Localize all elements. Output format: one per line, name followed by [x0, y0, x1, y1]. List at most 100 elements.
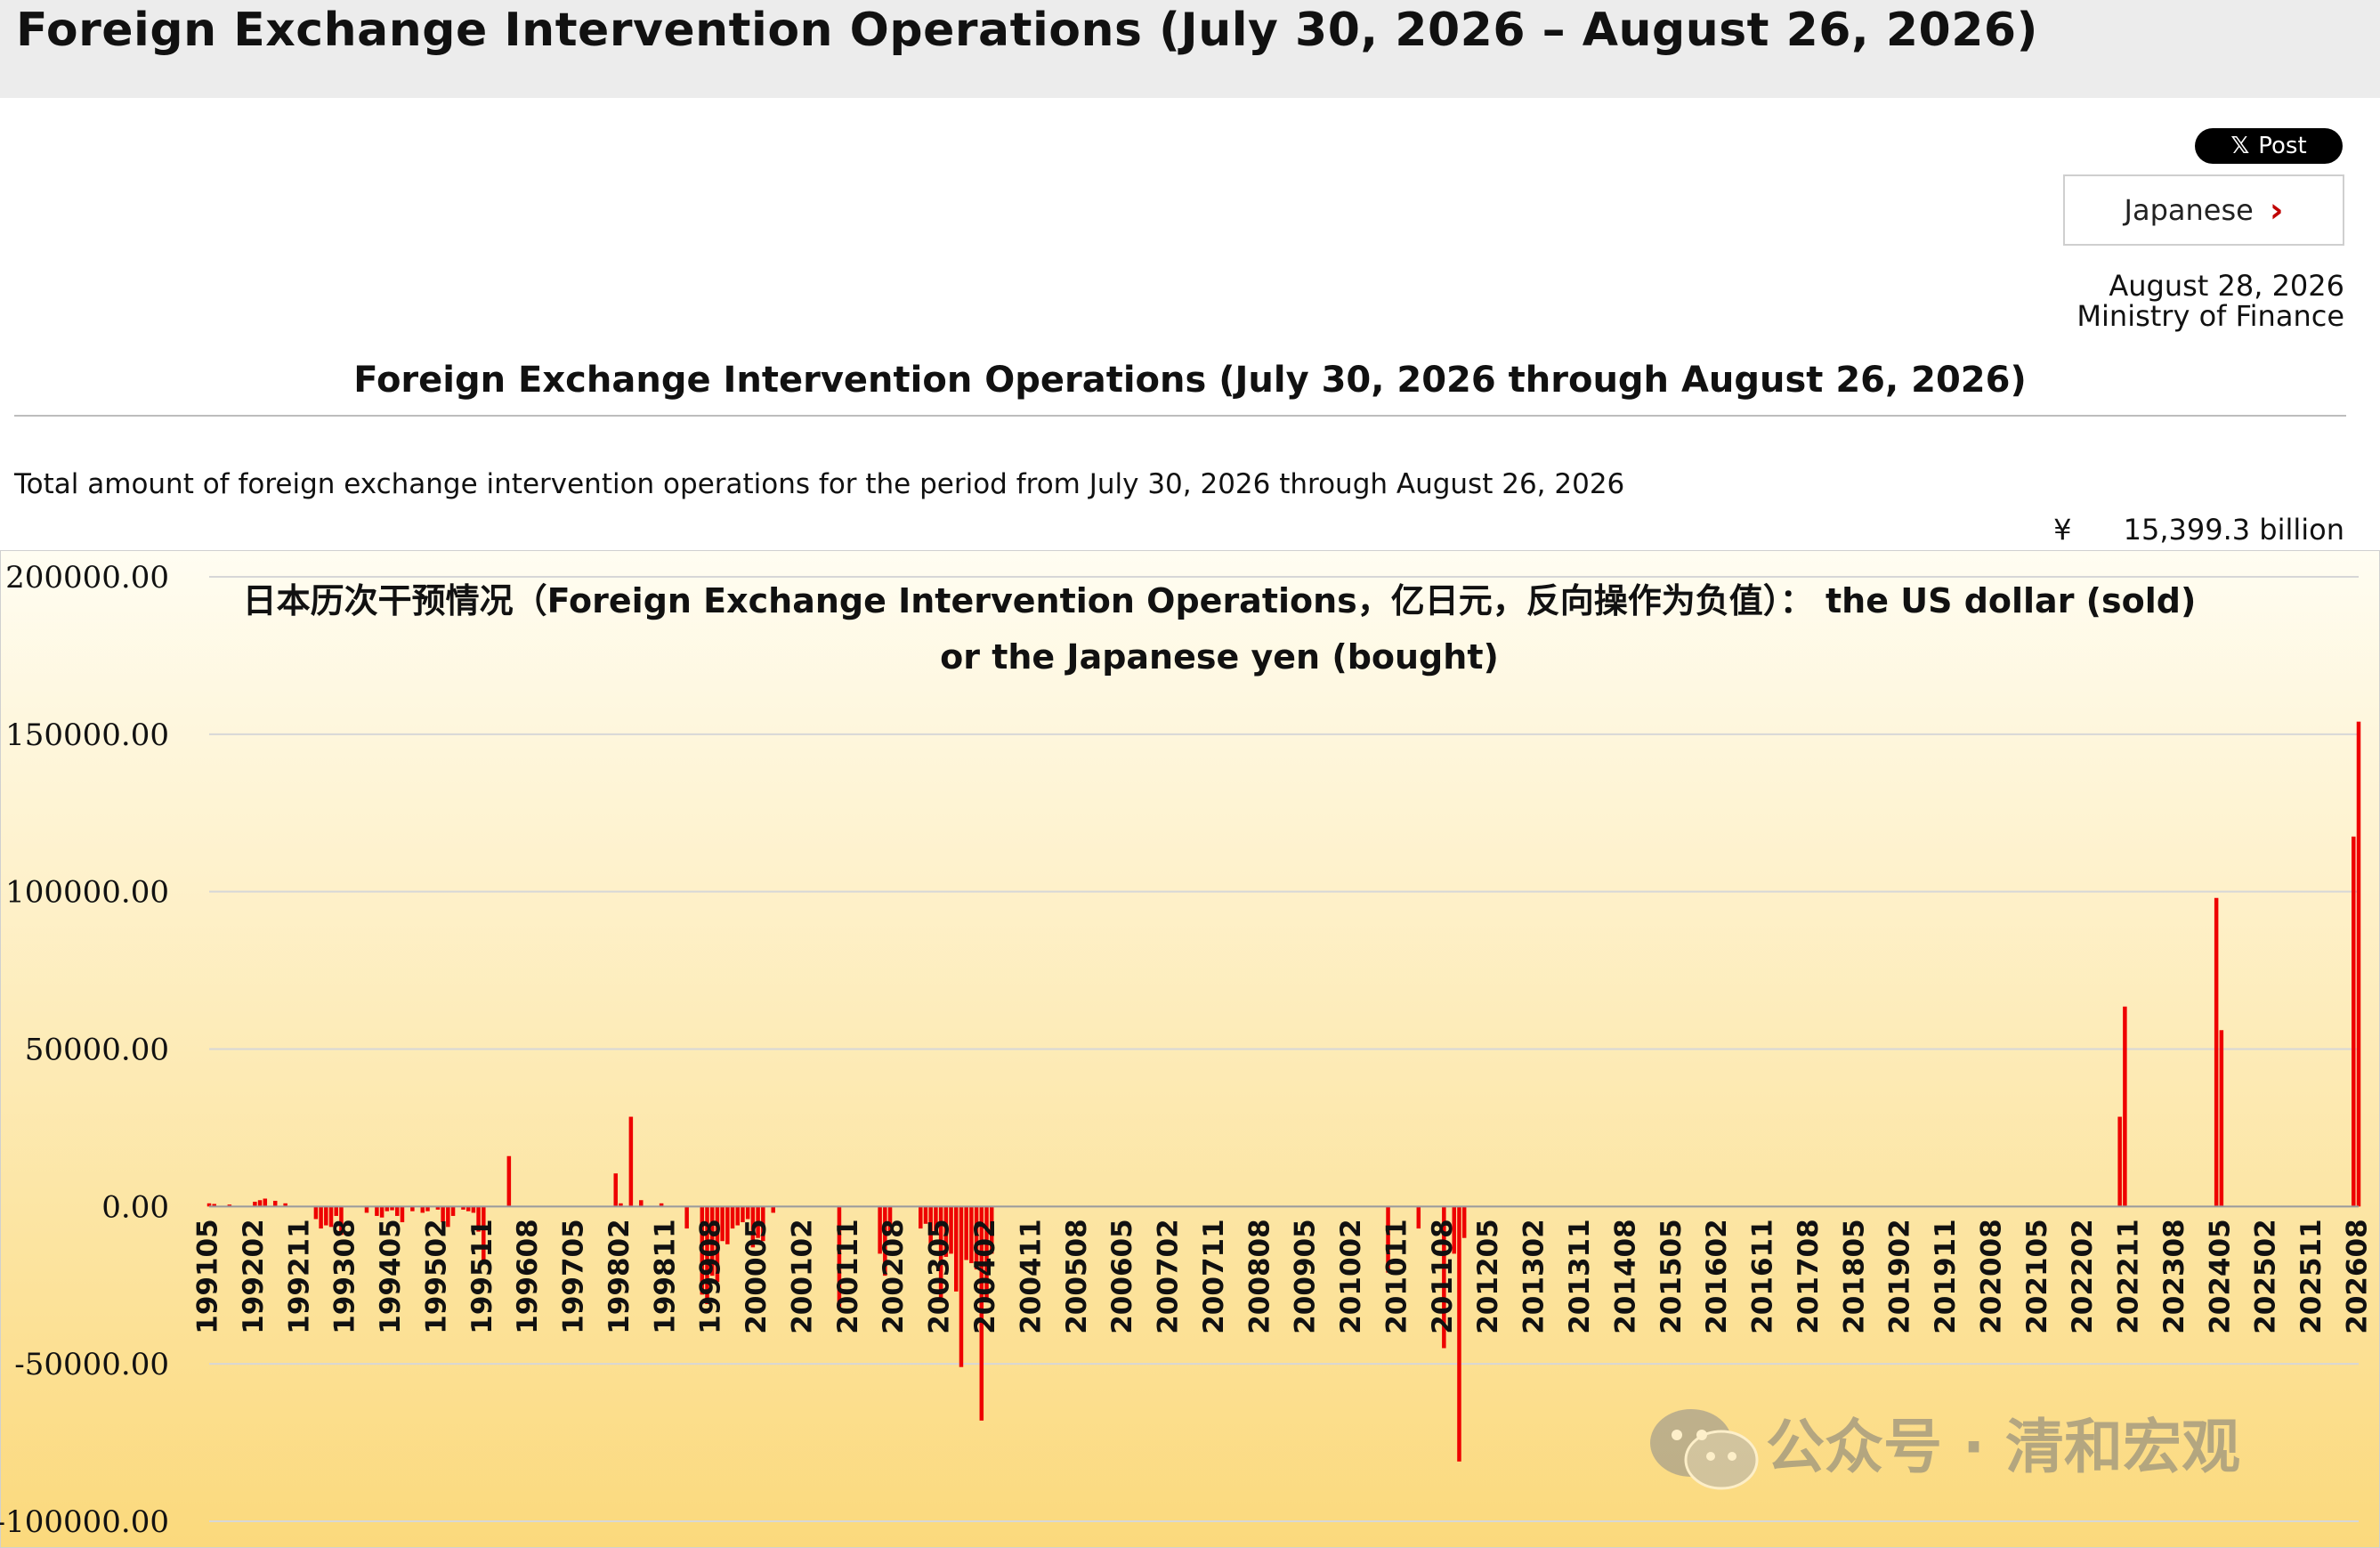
bar	[465, 1206, 471, 1212]
bar	[446, 1206, 450, 1228]
bar	[934, 1206, 938, 1236]
bar	[878, 1206, 882, 1254]
bar	[923, 1206, 928, 1224]
chart-title-line1: 日本历次干预情况（Foreign Exchange Intervention O…	[243, 581, 2197, 620]
language-button[interactable]: Japanese ›	[2063, 174, 2344, 246]
bar	[837, 1206, 842, 1308]
bar	[741, 1206, 745, 1223]
x-tick-label: 201311	[1564, 1219, 1596, 1333]
bar	[684, 1206, 689, 1229]
bar	[390, 1206, 394, 1211]
currency-symbol: ¥	[2053, 513, 2072, 547]
bar	[2352, 836, 2356, 1207]
x-tick-label: 202105	[2021, 1219, 2053, 1333]
bar	[771, 1206, 775, 1213]
x-tick-label: 201805	[1838, 1219, 1870, 1333]
bar	[1457, 1206, 1461, 1462]
bar	[283, 1203, 287, 1207]
organization-name: Ministry of Finance	[2076, 299, 2344, 333]
bar	[705, 1206, 709, 1304]
bar	[919, 1206, 923, 1229]
x-tick-label: 200208	[878, 1219, 910, 1333]
bar	[761, 1206, 765, 1242]
bar	[263, 1198, 268, 1207]
watermark: 公众号 · 清和宏观	[1650, 1409, 2240, 1490]
bar	[715, 1206, 720, 1283]
x-tick-label: 200605	[1106, 1219, 1138, 1333]
bar	[928, 1206, 933, 1244]
bar	[257, 1200, 263, 1207]
bar	[450, 1206, 456, 1216]
bar	[709, 1206, 715, 1276]
bar	[2214, 897, 2219, 1207]
bar	[1461, 1206, 1467, 1238]
language-button-label: Japanese	[2124, 193, 2254, 227]
bar	[324, 1206, 328, 1226]
total-description: Total amount of foreign exchange interve…	[14, 468, 1625, 500]
x-tick-label: 201708	[1793, 1219, 1825, 1333]
bar	[435, 1206, 441, 1210]
bar	[938, 1206, 943, 1301]
bar	[394, 1206, 400, 1216]
bar	[730, 1206, 735, 1229]
release-date: August 28, 2026	[2109, 269, 2344, 303]
divider	[14, 415, 2346, 417]
chart-bars	[206, 721, 2361, 1462]
x-tick-label: 199705	[558, 1219, 590, 1333]
chart-svg: 200000.00 150000.00 100000.00 50000.00 0.00 -…	[0, 550, 2380, 1548]
bar	[364, 1206, 369, 1213]
bar	[334, 1206, 338, 1216]
page-title: Foreign Exchange Intervention Operations…	[16, 4, 2038, 57]
x-tick-label: 199308	[329, 1219, 361, 1333]
bar	[628, 1116, 634, 1207]
bar	[974, 1206, 979, 1270]
bar	[989, 1206, 994, 1254]
x-tick-label: 202405	[2204, 1219, 2236, 1333]
bar	[1442, 1206, 1446, 1349]
bar	[735, 1206, 741, 1226]
bar	[613, 1173, 618, 1207]
x-post-button[interactable]: 𝕏 Post	[2195, 128, 2343, 164]
bar	[441, 1206, 445, 1223]
x-tick-label: 200702	[1153, 1219, 1185, 1333]
y-tick-label: -100000.00	[0, 1504, 169, 1540]
x-tick-label: 201302	[1518, 1219, 1550, 1333]
x-tick-label: 199811	[649, 1219, 681, 1333]
x-tick-label: 200102	[786, 1219, 818, 1333]
bar	[659, 1203, 664, 1207]
bar	[420, 1206, 425, 1213]
total-amount: ¥ 15,399.3 billion	[2053, 513, 2344, 547]
x-tick-label: 200402	[969, 1219, 1001, 1333]
bar	[379, 1206, 385, 1218]
bar	[639, 1200, 644, 1207]
bar	[887, 1206, 893, 1232]
x-tick-label: 201602	[1701, 1219, 1733, 1333]
watermark-text: 公众号 · 清和宏观	[1766, 1413, 2240, 1481]
bar	[227, 1204, 232, 1207]
bar	[1452, 1206, 1457, 1254]
x-logo-icon: 𝕏	[2230, 133, 2250, 159]
bar	[954, 1206, 959, 1292]
bar	[745, 1206, 750, 1220]
bar	[720, 1206, 725, 1242]
x-tick-label: 201408	[1609, 1219, 1641, 1333]
x-tick-label: 200905	[1290, 1219, 1322, 1333]
bar	[883, 1206, 887, 1276]
x-tick-label: 202511	[2295, 1219, 2327, 1333]
bar	[212, 1204, 216, 1207]
post-button-label: Post	[2258, 133, 2307, 159]
bar	[943, 1206, 949, 1257]
x-tick-label: 199511	[466, 1219, 498, 1333]
bar	[964, 1206, 968, 1260]
total-amount-value: 15,399.3 billion	[2123, 513, 2344, 547]
bar	[2356, 721, 2361, 1207]
x-tick-label: 201505	[1655, 1219, 1688, 1333]
bar	[410, 1206, 415, 1212]
bar	[471, 1206, 476, 1213]
bar	[482, 1206, 486, 1260]
bar	[1416, 1206, 1421, 1229]
bar	[253, 1202, 257, 1207]
bar	[619, 1203, 623, 1207]
x-tick-label: 201611	[1747, 1219, 1779, 1333]
bar	[2117, 1116, 2122, 1207]
